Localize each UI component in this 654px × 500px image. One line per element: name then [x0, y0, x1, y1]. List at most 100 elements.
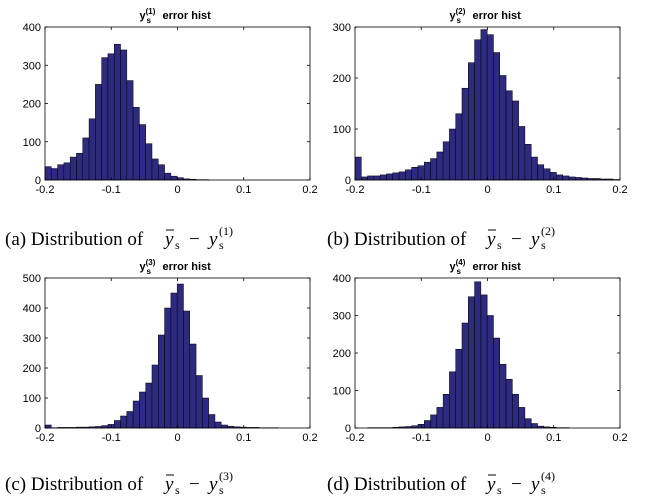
histogram-bar: [164, 172, 172, 181]
histogram-bar: [139, 391, 146, 429]
y-tick-label: 300: [333, 22, 351, 34]
caption-minus: −: [189, 229, 200, 250]
caption-minus: −: [511, 229, 522, 250]
y-tick-label: 0: [35, 423, 41, 435]
histogram-bar: [568, 176, 576, 181]
histogram-bar: [44, 424, 52, 429]
y-tick-label: 200: [23, 99, 41, 111]
histogram-bar: [354, 156, 362, 181]
histogram-bar: [82, 137, 90, 181]
histogram-bar: [202, 397, 209, 429]
chart-title-subscript: s: [457, 16, 462, 25]
histogram-bar: [449, 128, 456, 181]
histogram-bar: [132, 400, 140, 429]
caption-label: (a) Distribution of: [5, 229, 144, 250]
histogram-bar: [530, 423, 538, 429]
x-tick-label: 0.2: [302, 432, 317, 444]
caption-math-sub: s: [541, 238, 546, 252]
histogram-bar: [158, 164, 165, 181]
histogram-bar: [107, 53, 115, 181]
histogram-bar: [145, 143, 153, 181]
histogram-bar: [480, 29, 488, 181]
histogram-bar: [423, 161, 431, 181]
histogram-bar: [493, 52, 500, 181]
caption-math-sub: s: [497, 238, 502, 252]
caption-math-sub: s: [219, 483, 224, 497]
y-tick-label: 100: [23, 137, 41, 149]
histogram-bar: [220, 424, 228, 429]
histogram-bar: [405, 169, 412, 181]
histogram-bar: [543, 168, 551, 181]
histogram-bar: [76, 152, 84, 181]
caption-math-y: y: [529, 229, 540, 250]
y-tick-label: 200: [23, 363, 41, 375]
x-tick-label: 0.2: [302, 184, 317, 196]
caption-math-sup: (4): [541, 469, 555, 483]
histogram-bar: [468, 62, 475, 181]
y-tick-label: 0: [345, 423, 351, 435]
histogram-bar: [562, 175, 570, 181]
y-tick-label: 400: [23, 303, 41, 315]
caption-math-sup: (2): [541, 224, 555, 238]
histogram-bar: [126, 411, 134, 429]
y-tick-label: 300: [333, 311, 351, 323]
histogram-bar: [63, 162, 71, 181]
chart-title-subscript: s: [147, 267, 152, 276]
subfigure-caption: (d) Distribution of y s − y s(4): [327, 469, 555, 497]
caption-math-ybar: y: [163, 474, 174, 495]
histogram-bar: [430, 414, 438, 429]
chart-title-subscript: s: [457, 267, 462, 276]
histogram-bar: [170, 175, 178, 181]
histogram-bar: [170, 292, 178, 429]
y-tick-label: 100: [23, 393, 41, 405]
histogram-bar: [373, 175, 381, 181]
histogram-bar: [530, 156, 538, 181]
x-tick-label: -0.1: [412, 184, 431, 196]
chart-title: y(4): [450, 258, 466, 273]
histogram-bar: [195, 375, 203, 429]
histogram-bar: [486, 315, 494, 429]
histogram-bar: [113, 43, 121, 181]
histogram-bar: [189, 343, 197, 429]
histogram-bar: [461, 87, 469, 181]
subfigure-caption: (c) Distribution of y s − y s(3): [5, 469, 233, 497]
histogram-bar: [183, 310, 191, 429]
chart-title-rest: error hist: [473, 10, 522, 22]
x-tick-label: -0.1: [102, 184, 121, 196]
chart-title: y(3): [140, 258, 156, 273]
histogram-bar: [44, 166, 52, 181]
caption-minus: −: [511, 474, 522, 495]
x-tick-label: 0: [174, 184, 180, 196]
histogram-bar: [139, 124, 146, 181]
y-tick-label: 500: [23, 273, 41, 285]
caption-label: (b) Distribution of: [327, 229, 467, 250]
histogram-bar: [480, 294, 488, 429]
y-tick-label: 300: [23, 60, 41, 72]
chart-title: y(1): [140, 7, 156, 22]
histogram-bar: [208, 414, 216, 429]
caption-math-ybar: y: [485, 474, 496, 495]
histogram-bar: [430, 158, 438, 181]
histogram-bar: [176, 283, 184, 429]
histogram-bar: [367, 175, 375, 181]
histogram-bar: [486, 34, 494, 181]
caption-math-sub: s: [541, 483, 546, 497]
histogram-bar: [468, 296, 475, 429]
x-tick-label: -0.2: [346, 184, 365, 196]
histogram-bar: [88, 118, 96, 181]
histogram-bar: [505, 379, 513, 429]
histogram-bar: [361, 176, 368, 181]
caption-math-sub: s: [219, 238, 224, 252]
histogram-bar: [69, 156, 77, 181]
histogram-bar: [95, 84, 102, 181]
subfigure-caption: (b) Distribution of y s − y s(2): [327, 224, 555, 252]
x-tick-label: 0.2: [612, 184, 627, 196]
histogram-bar: [51, 168, 58, 181]
histogram-bar: [423, 420, 431, 429]
chart-title: y(2): [450, 7, 466, 22]
histogram-bar: [455, 349, 463, 429]
